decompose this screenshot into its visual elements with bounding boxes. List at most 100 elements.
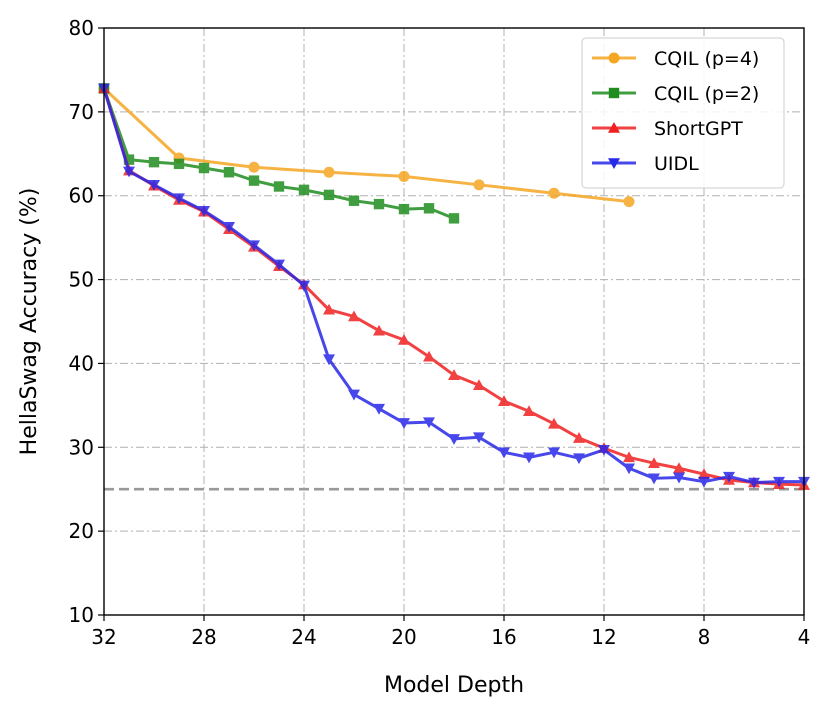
- x-tick-label: 12: [591, 625, 616, 649]
- data-point: [348, 389, 360, 401]
- series-cqil-p-2: [98, 83, 460, 224]
- data-point: [348, 310, 360, 322]
- data-point: [623, 451, 635, 463]
- data-point: [648, 473, 660, 485]
- data-point: [373, 198, 385, 210]
- y-tick-label: 40: [69, 351, 94, 375]
- data-point: [448, 434, 460, 445]
- legend-swatch-marker: [608, 52, 620, 64]
- data-point: [223, 167, 235, 178]
- data-point: [748, 477, 760, 489]
- data-point: [323, 303, 335, 315]
- data-point: [523, 405, 535, 417]
- legend-label: UIDL: [654, 153, 699, 175]
- data-point: [473, 179, 485, 191]
- y-tick-label: 10: [69, 603, 94, 627]
- data-point: [248, 175, 260, 186]
- data-point: [273, 259, 285, 271]
- legend-swatch-marker: [608, 87, 620, 99]
- x-tick-label: 8: [698, 625, 711, 649]
- data-point: [698, 476, 710, 488]
- legend-box: [581, 37, 785, 189]
- legend-label: ShortGPT: [654, 118, 743, 140]
- y-tick-label: 20: [69, 519, 94, 543]
- x-tick-label: 24: [291, 625, 316, 649]
- data-point: [423, 417, 435, 429]
- series-line: [102, 87, 630, 204]
- data-point: [173, 158, 185, 170]
- data-point: [323, 189, 335, 201]
- y-axis-title: HellaSwag Accuracy (%): [17, 188, 42, 456]
- legend-swatch-marker: [608, 158, 620, 169]
- data-point: [473, 432, 485, 444]
- data-point: [448, 369, 460, 380]
- data-point: [173, 193, 185, 205]
- data-point: [123, 154, 135, 165]
- data-point: [323, 166, 335, 178]
- data-point: [673, 462, 685, 474]
- y-tick-label: 50: [69, 268, 94, 292]
- data-point: [373, 324, 385, 336]
- series-line: [102, 87, 455, 220]
- legend-item: CQIL (p=2): [592, 83, 759, 105]
- data-point: [148, 180, 160, 191]
- data-point: [423, 350, 435, 362]
- data-point: [523, 452, 535, 464]
- legend-item: ShortGPT: [592, 118, 743, 140]
- series-layer: [98, 82, 810, 490]
- data-point: [123, 166, 135, 178]
- plot-area-frame: [103, 27, 805, 616]
- data-point: [698, 468, 710, 479]
- data-point: [348, 195, 360, 206]
- data-point: [648, 457, 660, 469]
- y-tick-label: 80: [69, 16, 94, 40]
- data-point: [573, 453, 585, 465]
- data-point: [198, 162, 210, 174]
- legend-label: CQIL (p=4): [654, 48, 759, 70]
- series-cqil-p-4: [98, 82, 635, 208]
- data-point: [473, 379, 485, 391]
- data-point: [623, 196, 635, 208]
- data-point: [273, 181, 285, 192]
- data-point: [398, 418, 410, 429]
- data-point: [598, 445, 610, 456]
- data-point: [298, 280, 310, 292]
- data-point: [423, 203, 435, 214]
- data-point: [323, 354, 335, 366]
- data-point: [248, 161, 260, 173]
- y-tick-label: 30: [69, 435, 94, 459]
- x-axis-title: Model Depth: [384, 673, 524, 698]
- data-point: [773, 476, 785, 488]
- data-point: [448, 213, 460, 224]
- x-tick-label: 32: [91, 625, 116, 649]
- legend-label: CQIL (p=2): [654, 83, 759, 105]
- data-point: [548, 417, 560, 429]
- data-point: [723, 471, 735, 483]
- data-point: [623, 463, 635, 475]
- data-point: [673, 472, 685, 484]
- data-point: [198, 206, 210, 217]
- legend: CQIL (p=4) CQIL (p=2) ShortGPT UIDL: [581, 37, 785, 189]
- data-point: [398, 170, 410, 182]
- data-point: [223, 221, 235, 233]
- x-tick-label: 16: [491, 625, 516, 649]
- data-point: [573, 432, 585, 443]
- legend-item: UIDL: [592, 153, 699, 175]
- grid-lines: [104, 28, 804, 615]
- legend-swatch-marker: [608, 122, 620, 133]
- x-tick-label: 20: [391, 625, 416, 649]
- legend-item: CQIL (p=4): [592, 48, 759, 70]
- axis-ticks: 32 28 24 20 16 12 8 4 10 20 30 40 50 60 70 80: [69, 16, 811, 649]
- data-point: [398, 333, 410, 345]
- data-point: [373, 403, 385, 415]
- x-tick-label: 28: [191, 625, 216, 649]
- data-point: [548, 187, 560, 199]
- data-point: [398, 203, 410, 215]
- series-uidl: [98, 83, 810, 489]
- y-tick-label: 60: [69, 184, 94, 208]
- data-point: [498, 447, 510, 459]
- data-point: [248, 240, 260, 252]
- data-point: [148, 156, 160, 168]
- data-point: [498, 395, 510, 406]
